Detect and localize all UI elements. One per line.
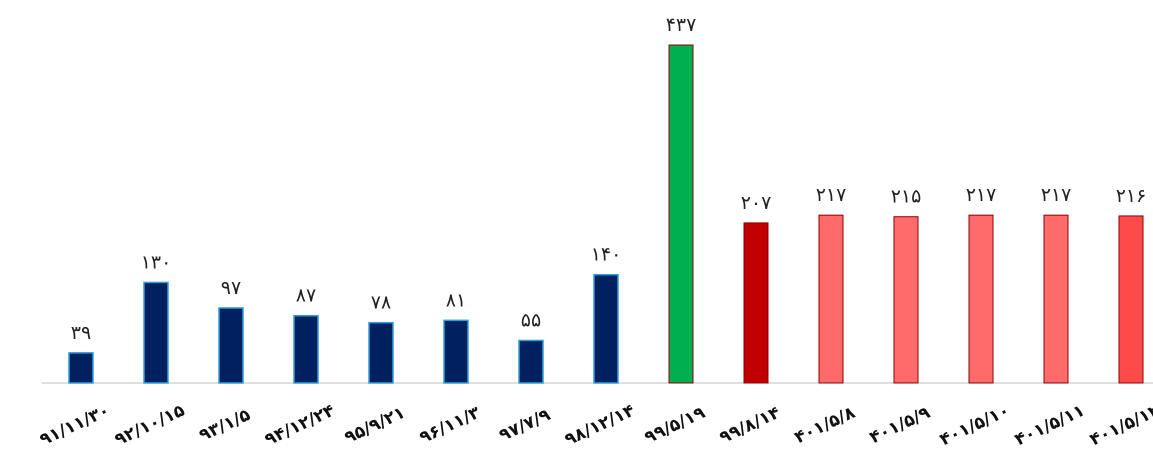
bar <box>968 214 994 384</box>
bar <box>443 319 469 384</box>
category-label: ۴۰۱/۵/۹ <box>867 403 934 449</box>
data-label: ۲۱۷ <box>816 184 847 206</box>
data-label: ۱۴۰ <box>591 244 622 266</box>
bar <box>593 273 619 384</box>
category-label: ۹۱/۱۱/۳۰ <box>37 401 113 451</box>
bar <box>668 44 694 384</box>
bars-layer <box>68 44 1144 384</box>
bar <box>68 352 94 384</box>
category-label: ۴۰۱/۵/۱۰ <box>937 401 1013 451</box>
category-label: ۹۹/۸/۱۴ <box>717 403 784 448</box>
category-label: ۹۲/۱۰/۱۵ <box>112 401 188 451</box>
data-label: ۴۳۷ <box>666 14 697 36</box>
bar <box>743 222 769 384</box>
data-label: ۲۱۷ <box>1041 184 1072 206</box>
category-label: ۴۰۱/۵/۸ <box>792 403 859 449</box>
bar <box>218 307 244 384</box>
data-label: ۷۸ <box>371 292 391 314</box>
category-label: ۹۸/۱۲/۱۴ <box>562 401 638 451</box>
bar <box>893 216 919 384</box>
bar <box>1043 214 1069 384</box>
data-label: ۹۷ <box>221 277 241 299</box>
data-label: ۲۱۷ <box>966 184 997 206</box>
category-label: ۴۰۱/۵/۱۱ <box>1012 401 1088 451</box>
category-label: ۹۹/۵/۱۹ <box>642 403 709 449</box>
data-label: ۵۵ <box>521 309 541 331</box>
bar <box>293 314 319 384</box>
bar <box>368 321 394 384</box>
bar <box>818 214 844 384</box>
category-label: ۴۰۱/۵/۱۲ <box>1087 400 1153 450</box>
data-label: ۸۷ <box>296 285 316 307</box>
bar <box>1118 215 1144 384</box>
data-label: ۲۰۷ <box>741 192 772 214</box>
bar <box>518 339 544 384</box>
data-label: ۳۹ <box>71 322 91 344</box>
data-label: ۸۱ <box>446 289 466 311</box>
value-labels-layer: ۳۹ ۱۳۰ ۹۷ ۸۷ ۷۸ ۸۱ ۵۵ ۱۴۰ ۴۳۷ ۲۰۷ ۲۱۷ ۲۱۵ ۲۱۷ ۲۱۷ ۲۱۶ <box>71 14 1147 344</box>
category-label: ۹۷/۷/۹ <box>496 405 554 446</box>
bar <box>143 281 169 384</box>
data-label: ۱۳۰ <box>141 251 172 273</box>
category-label: ۹۵/۹/۲۱ <box>342 403 409 448</box>
data-label: ۲۱۶ <box>1116 185 1147 207</box>
data-label: ۲۱۵ <box>891 186 922 208</box>
category-label: ۹۳/۱/۵ <box>196 405 253 446</box>
category-label: ۹۶/۱۱/۳ <box>417 403 484 449</box>
category-label: ۹۴/۱۲/۲۴ <box>262 401 338 451</box>
